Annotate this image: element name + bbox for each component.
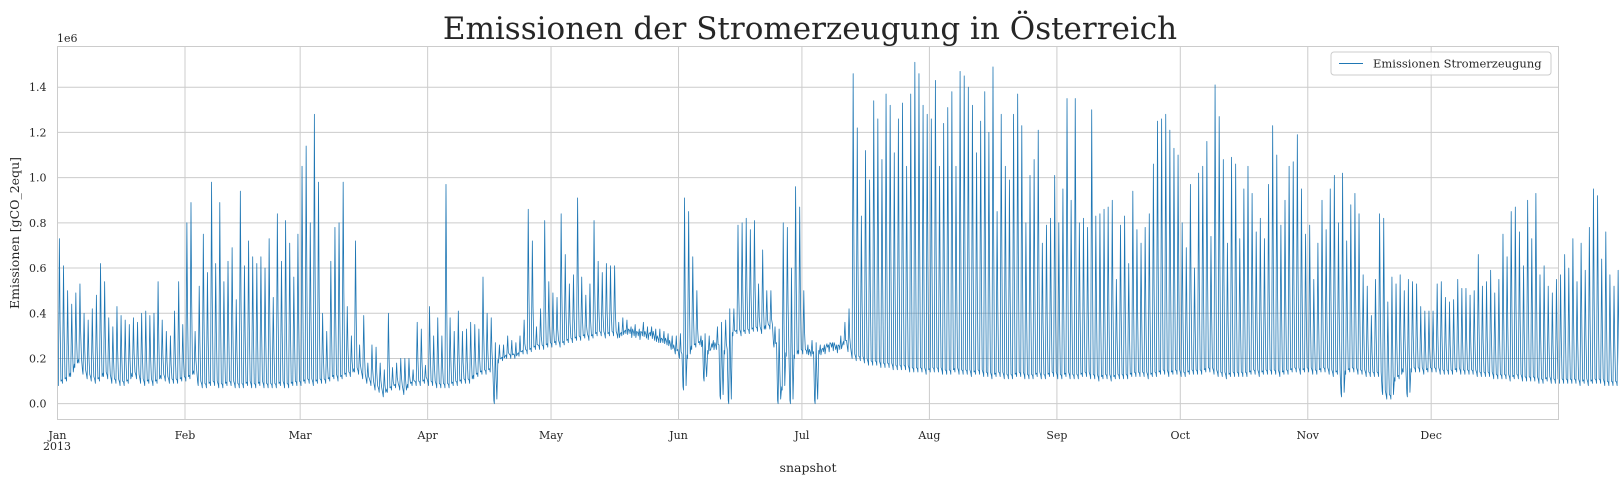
x-axis-label: snapshot	[780, 460, 837, 475]
x-tick-label: Apr	[417, 429, 439, 442]
x-tick-label: Mar	[289, 429, 313, 442]
y-tick-label: 0.0	[29, 398, 47, 411]
x-tick-label: May	[539, 429, 564, 442]
x-axis-ticks: Jan Feb Mar Apr May Jun Jul Aug Sep Oct Nov Dec	[47, 429, 1441, 442]
chart-title: Emissionen der Stromerzeugung in Österre…	[443, 9, 1177, 47]
x-tick-label: Feb	[175, 429, 196, 442]
legend: Emissionen Stromerzeugung	[1330, 51, 1552, 76]
y-tick-label: 1.2	[29, 126, 47, 139]
emissions-series-line	[57, 61, 1619, 405]
x-tick-label: Nov	[1297, 429, 1320, 442]
y-tick-label: 0.2	[29, 352, 47, 365]
y-tick-label: 1.4	[29, 81, 47, 94]
x-tick-label: Jul	[793, 429, 809, 442]
plot-area-frame	[57, 46, 1559, 420]
x-tick-label: Jan	[47, 429, 66, 442]
legend-frame	[1330, 51, 1552, 76]
x-tick-label: Oct	[1170, 429, 1190, 442]
x-year-label: 2013	[43, 440, 71, 453]
x-tick-label: Sep	[1046, 429, 1067, 442]
x-tick-label: Jun	[668, 429, 688, 442]
series-emissions-stromerzeugung	[57, 61, 1619, 405]
y-axis-label: Emissionen [gCO_2equ]	[7, 157, 22, 309]
y-tick-label: 0.8	[29, 217, 47, 230]
y-tick-label: 0.4	[29, 307, 47, 320]
x-tick-label: Dec	[1420, 429, 1442, 442]
x-tick-label: Aug	[917, 429, 940, 442]
y-tick-label: 1.0	[29, 172, 47, 185]
legend-entry-emissionen-stromerzeugung: Emissionen Stromerzeugung	[1373, 57, 1542, 71]
y-offset-label: 1e6	[57, 32, 78, 45]
y-tick-label: 0.6	[29, 262, 47, 275]
y-axis-ticks: 0.0 0.2 0.4 0.6 0.8 1.0 1.2 1.4	[29, 81, 47, 410]
